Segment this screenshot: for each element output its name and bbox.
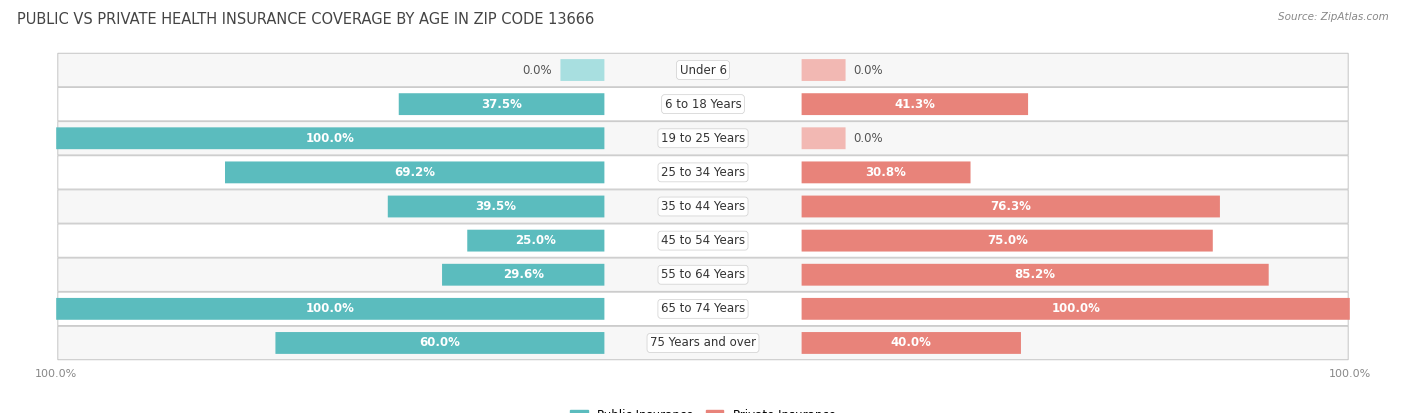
FancyBboxPatch shape	[58, 258, 1348, 292]
Text: 65 to 74 Years: 65 to 74 Years	[661, 302, 745, 316]
FancyBboxPatch shape	[388, 196, 605, 217]
Text: Source: ZipAtlas.com: Source: ZipAtlas.com	[1278, 12, 1389, 22]
Text: 41.3%: 41.3%	[894, 97, 935, 111]
Text: 100.0%: 100.0%	[307, 132, 354, 145]
Text: 25.0%: 25.0%	[516, 234, 557, 247]
FancyBboxPatch shape	[58, 156, 1348, 189]
FancyBboxPatch shape	[58, 53, 1348, 87]
FancyBboxPatch shape	[58, 292, 1348, 325]
FancyBboxPatch shape	[801, 230, 1213, 252]
Text: 6 to 18 Years: 6 to 18 Years	[665, 97, 741, 111]
Text: 25 to 34 Years: 25 to 34 Years	[661, 166, 745, 179]
FancyBboxPatch shape	[801, 332, 1021, 354]
Text: 37.5%: 37.5%	[481, 97, 522, 111]
Text: 100.0%: 100.0%	[1052, 302, 1099, 316]
Text: 30.8%: 30.8%	[866, 166, 907, 179]
Text: 75 Years and over: 75 Years and over	[650, 337, 756, 349]
Text: 29.6%: 29.6%	[503, 268, 544, 281]
Text: 75.0%: 75.0%	[987, 234, 1028, 247]
FancyBboxPatch shape	[801, 93, 1028, 115]
Text: 35 to 44 Years: 35 to 44 Years	[661, 200, 745, 213]
FancyBboxPatch shape	[56, 127, 605, 149]
Text: 40.0%: 40.0%	[891, 337, 932, 349]
Text: Under 6: Under 6	[679, 64, 727, 76]
Text: 55 to 64 Years: 55 to 64 Years	[661, 268, 745, 281]
FancyBboxPatch shape	[58, 121, 1348, 155]
FancyBboxPatch shape	[801, 127, 845, 149]
Text: 60.0%: 60.0%	[419, 337, 460, 349]
FancyBboxPatch shape	[58, 224, 1348, 257]
FancyBboxPatch shape	[801, 161, 970, 183]
Text: 0.0%: 0.0%	[853, 132, 883, 145]
Text: 85.2%: 85.2%	[1015, 268, 1056, 281]
FancyBboxPatch shape	[801, 264, 1268, 286]
Text: 69.2%: 69.2%	[394, 166, 436, 179]
Legend: Public Insurance, Private Insurance: Public Insurance, Private Insurance	[565, 404, 841, 413]
FancyBboxPatch shape	[58, 190, 1348, 223]
FancyBboxPatch shape	[441, 264, 605, 286]
Text: 39.5%: 39.5%	[475, 200, 516, 213]
Text: 0.0%: 0.0%	[853, 64, 883, 76]
FancyBboxPatch shape	[561, 59, 605, 81]
FancyBboxPatch shape	[801, 298, 1350, 320]
Text: 45 to 54 Years: 45 to 54 Years	[661, 234, 745, 247]
FancyBboxPatch shape	[399, 93, 605, 115]
FancyBboxPatch shape	[56, 298, 605, 320]
FancyBboxPatch shape	[467, 230, 605, 252]
FancyBboxPatch shape	[801, 59, 845, 81]
FancyBboxPatch shape	[801, 196, 1220, 217]
Text: 100.0%: 100.0%	[307, 302, 354, 316]
FancyBboxPatch shape	[58, 326, 1348, 360]
Text: 76.3%: 76.3%	[990, 200, 1031, 213]
Text: 19 to 25 Years: 19 to 25 Years	[661, 132, 745, 145]
FancyBboxPatch shape	[276, 332, 605, 354]
FancyBboxPatch shape	[225, 161, 605, 183]
FancyBboxPatch shape	[58, 88, 1348, 121]
Text: PUBLIC VS PRIVATE HEALTH INSURANCE COVERAGE BY AGE IN ZIP CODE 13666: PUBLIC VS PRIVATE HEALTH INSURANCE COVER…	[17, 12, 595, 27]
Text: 0.0%: 0.0%	[523, 64, 553, 76]
